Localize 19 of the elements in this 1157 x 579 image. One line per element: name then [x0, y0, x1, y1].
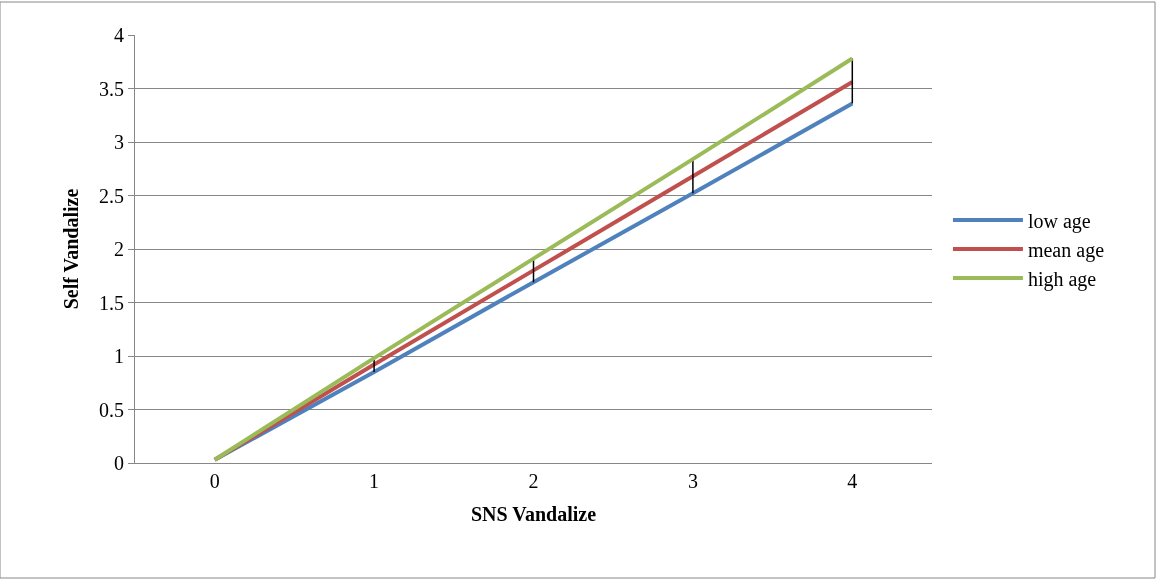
- x-tick-label: 3: [687, 470, 698, 492]
- y-tick-label: 3.5: [99, 77, 124, 100]
- y-tick-label: 2.5: [99, 184, 124, 207]
- y-tick-label: 0: [114, 452, 124, 474]
- y-tick-label: 3: [114, 131, 124, 153]
- y-tick-label: 1: [114, 345, 124, 367]
- x-axis-title: SNS Vandalize: [470, 502, 597, 525]
- x-tick-label: 0: [209, 470, 220, 492]
- y-axis-title: Self Vandalize: [59, 188, 82, 310]
- y-tick-label: 2: [114, 238, 124, 260]
- x-tick-label: 4: [847, 470, 858, 492]
- y-tick-label: 0.5: [99, 398, 124, 421]
- legend-label: low age: [1027, 209, 1091, 233]
- legend-label: high age: [1027, 267, 1097, 291]
- y-tick-label: 4: [114, 24, 124, 46]
- legend-label: mean age: [1027, 238, 1105, 262]
- y-tick-label: 1.5: [99, 291, 124, 314]
- x-tick-label: 2: [528, 470, 539, 492]
- x-tick-label: 1: [369, 470, 380, 492]
